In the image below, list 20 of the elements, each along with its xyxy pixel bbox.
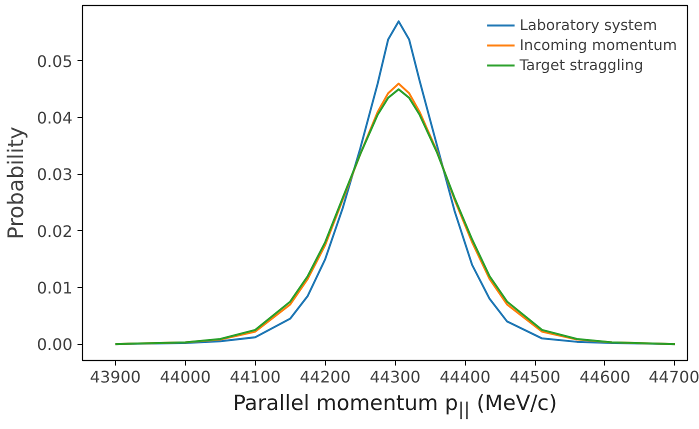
x-tick-label: 44100 <box>230 368 281 386</box>
y-axis-title: Probability <box>4 126 29 240</box>
y-tick-label: 0.00 <box>36 335 72 354</box>
x-axis-title: Parallel momentum p$_{||}$ (MeV/c) <box>232 390 558 422</box>
x-tick-label: 44700 <box>648 368 699 386</box>
x-tick-label: 44500 <box>510 368 560 386</box>
x-tick-label: 44400 <box>440 368 491 386</box>
y-tick-label: 0.02 <box>36 222 72 241</box>
x-tick-label: 43900 <box>90 368 141 386</box>
x-tick-label: 44600 <box>580 368 630 386</box>
legend-label: Incoming momentum <box>520 36 677 54</box>
y-tick-label: 0.04 <box>36 108 72 128</box>
y-tick-label: 0.05 <box>36 52 72 71</box>
legend-label: Laboratory system <box>520 16 658 34</box>
x-tick-label: 44300 <box>370 368 421 386</box>
x-tick-label: 44000 <box>160 368 211 386</box>
y-tick-label: 0.01 <box>36 278 72 298</box>
x-tick-label: 44200 <box>300 368 351 386</box>
legend-label: Target straggling <box>520 56 644 74</box>
y-tick-label: 0.03 <box>36 165 72 184</box>
